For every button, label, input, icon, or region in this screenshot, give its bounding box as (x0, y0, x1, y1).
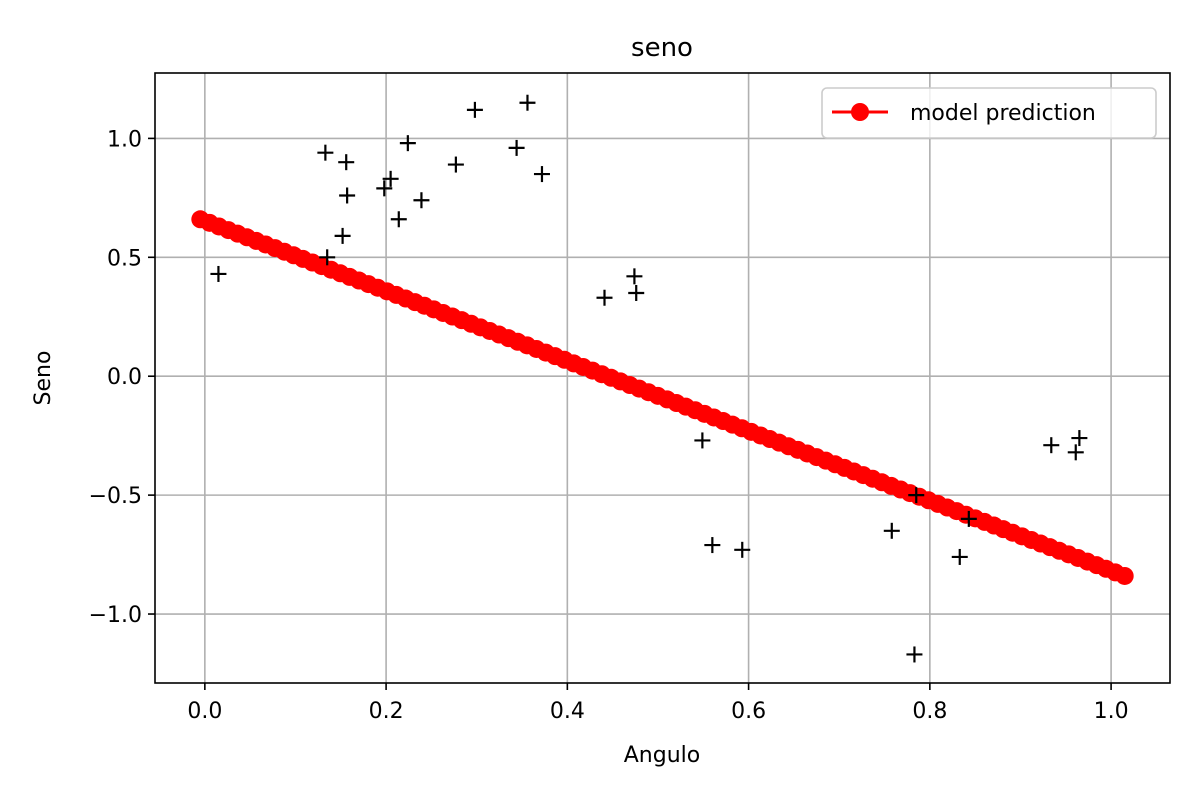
data-point (951, 548, 968, 565)
data-point (339, 187, 356, 204)
data-point (908, 487, 925, 504)
y-tick-label: −1.0 (89, 603, 142, 628)
data-point (1043, 437, 1060, 454)
data-point (508, 139, 525, 156)
x-tick-label: 0.0 (187, 699, 222, 724)
data-point (1071, 430, 1088, 447)
y-tick-label: −0.5 (89, 484, 142, 509)
y-tick-label: 0.5 (107, 246, 142, 271)
data-point (334, 227, 351, 244)
data-point (210, 265, 227, 282)
x-tick-label: 0.4 (550, 699, 585, 724)
legend: model prediction (821, 87, 1157, 139)
data-point (596, 289, 613, 306)
data-point (906, 646, 923, 663)
y-axis-label: Seno (31, 351, 56, 406)
data-point (319, 249, 336, 266)
x-tick-label: 0.6 (731, 699, 766, 724)
axis-ticks: 0.0 0.2 0.4 0.6 0.8 1.0 −1.0 −0.5 0.0 0.5 1.0 (89, 127, 1129, 724)
data-point (376, 180, 393, 197)
data-point (382, 170, 399, 187)
data-point (390, 211, 407, 228)
data-point (883, 522, 900, 539)
data-point (960, 510, 977, 527)
data-point (519, 94, 536, 111)
legend-marker-sample (851, 103, 869, 121)
data-point (734, 541, 751, 558)
data-point (413, 192, 430, 209)
x-axis-label: Angulo (624, 743, 700, 768)
data-point (338, 154, 355, 171)
data-point (447, 156, 464, 173)
data-point (704, 537, 721, 554)
data-point (1067, 444, 1084, 461)
chart-title: seno (631, 33, 693, 63)
data-point (626, 268, 643, 285)
model-prediction-point (1115, 566, 1134, 585)
plot-frame (154, 72, 1171, 684)
data-point (466, 101, 483, 118)
data-point (399, 135, 416, 152)
data-point (628, 284, 645, 301)
x-tick-label: 0.2 (369, 699, 404, 724)
x-tick-label: 0.8 (912, 699, 947, 724)
legend-entry-model-prediction: model prediction (910, 101, 1096, 126)
x-tick-label: 1.0 (1094, 699, 1129, 724)
y-tick-label: 1.0 (107, 127, 142, 152)
data-point (317, 144, 334, 161)
legend-box (821, 87, 1157, 139)
plot-data (191, 94, 1134, 663)
y-tick-label: 0.0 (107, 365, 142, 390)
data-point (533, 166, 550, 183)
data-point (694, 432, 711, 449)
